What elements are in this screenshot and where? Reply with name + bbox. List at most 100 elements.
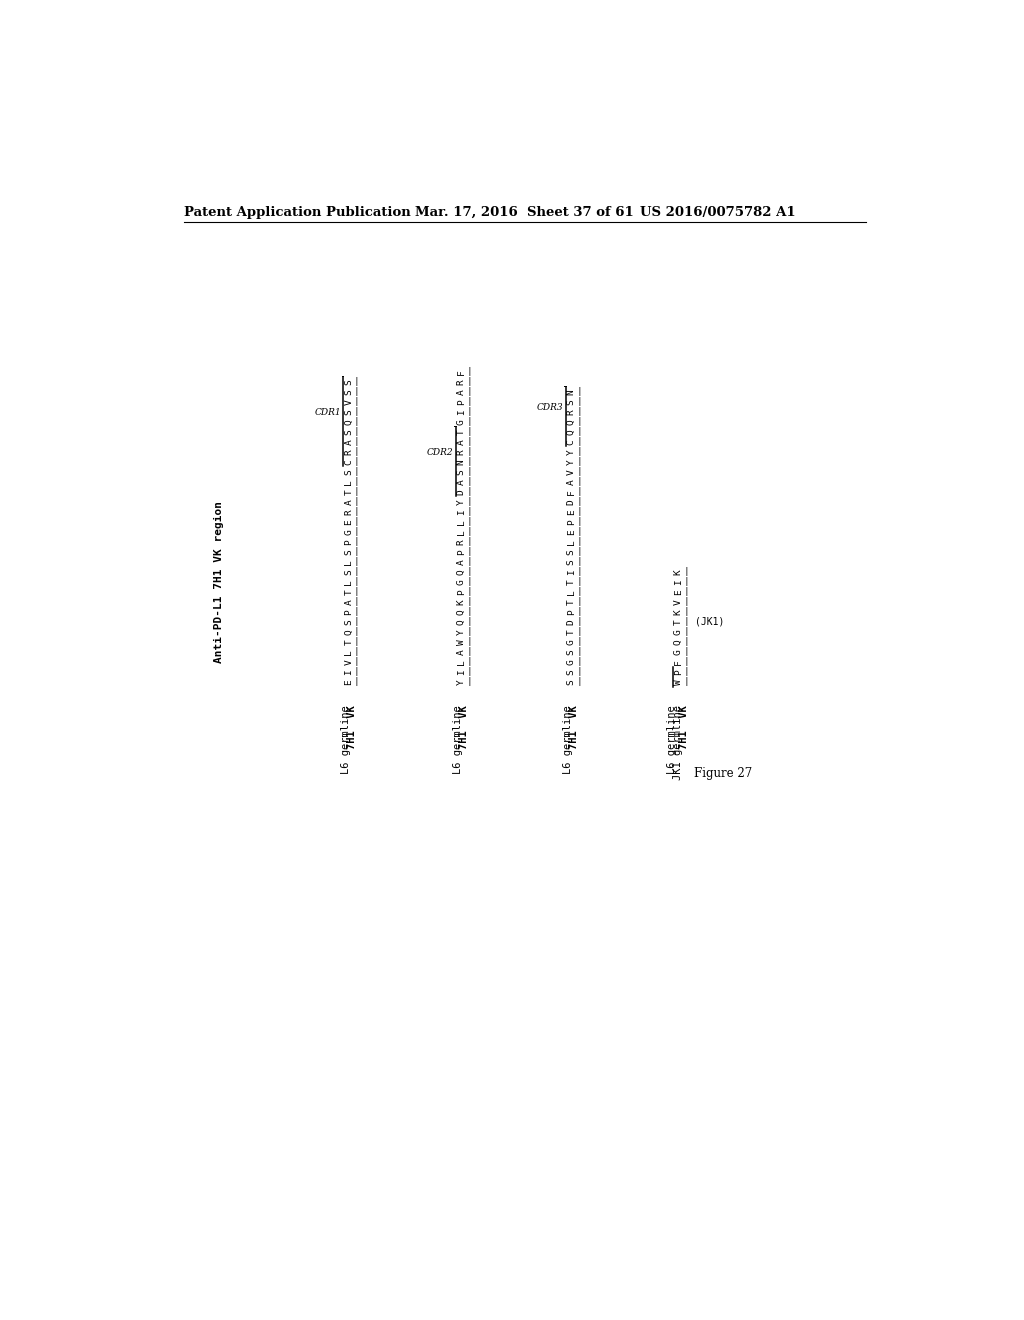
- Text: |: |: [577, 677, 582, 686]
- Text: P: P: [344, 539, 353, 545]
- Text: 7H1  VK: 7H1 VK: [460, 705, 469, 748]
- Text: E: E: [344, 519, 353, 525]
- Text: N: N: [567, 389, 575, 395]
- Text: |: |: [466, 417, 472, 426]
- Text: |: |: [577, 467, 582, 477]
- Text: P: P: [567, 519, 575, 525]
- Text: L6 germline: L6 germline: [454, 705, 463, 774]
- Text: |: |: [466, 587, 472, 597]
- Text: |: |: [683, 607, 689, 616]
- Text: L: L: [344, 579, 353, 585]
- Text: R: R: [457, 379, 466, 384]
- Text: Anti-PD-L1 7H1 VK region: Anti-PD-L1 7H1 VK region: [214, 500, 224, 663]
- Text: |: |: [577, 587, 582, 597]
- Text: |: |: [577, 457, 582, 466]
- Text: L6 germline: L6 germline: [341, 705, 351, 774]
- Text: |: |: [466, 618, 472, 627]
- Text: |: |: [353, 447, 359, 457]
- Text: |: |: [577, 577, 582, 586]
- Text: |: |: [466, 428, 472, 436]
- Text: |: |: [353, 478, 359, 486]
- Text: |: |: [466, 528, 472, 536]
- Text: |: |: [353, 507, 359, 516]
- Text: R: R: [457, 539, 466, 545]
- Text: |: |: [466, 447, 472, 457]
- Text: |: |: [466, 668, 472, 676]
- Text: |: |: [577, 507, 582, 516]
- Text: Patent Application Publication: Patent Application Publication: [183, 206, 411, 219]
- Text: V: V: [674, 599, 683, 605]
- Text: |: |: [683, 568, 689, 577]
- Text: |: |: [353, 577, 359, 586]
- Text: CDR2: CDR2: [427, 449, 454, 457]
- Text: E: E: [567, 529, 575, 535]
- Text: |: |: [466, 517, 472, 527]
- Text: |: |: [353, 517, 359, 527]
- Text: T: T: [344, 488, 353, 495]
- Text: L: L: [344, 649, 353, 655]
- Text: Q: Q: [567, 429, 575, 434]
- Text: |: |: [353, 557, 359, 566]
- Text: I: I: [567, 569, 575, 574]
- Text: E: E: [344, 678, 353, 685]
- Text: |: |: [466, 648, 472, 656]
- Text: T: T: [457, 429, 466, 434]
- Text: 7H1  VK: 7H1 VK: [569, 705, 580, 748]
- Text: |: |: [466, 657, 472, 667]
- Text: S: S: [567, 558, 575, 565]
- Text: |: |: [466, 457, 472, 466]
- Text: |: |: [466, 408, 472, 416]
- Text: |: |: [353, 417, 359, 426]
- Text: |: |: [353, 437, 359, 446]
- Text: |: |: [577, 447, 582, 457]
- Text: |: |: [353, 548, 359, 556]
- Text: Y: Y: [457, 499, 466, 504]
- Text: R: R: [457, 449, 466, 454]
- Text: |: |: [577, 598, 582, 606]
- Text: G: G: [674, 649, 683, 655]
- Text: |: |: [353, 638, 359, 647]
- Text: P: P: [457, 399, 466, 405]
- Text: |: |: [466, 577, 472, 586]
- Text: |: |: [577, 428, 582, 436]
- Text: |: |: [577, 607, 582, 616]
- Text: G: G: [567, 639, 575, 645]
- Text: A: A: [457, 558, 466, 565]
- Text: F: F: [457, 368, 466, 375]
- Text: S: S: [457, 469, 466, 475]
- Text: P: P: [457, 589, 466, 595]
- Text: |: |: [466, 568, 472, 577]
- Text: P: P: [344, 609, 353, 615]
- Text: P: P: [457, 549, 466, 554]
- Text: |: |: [577, 487, 582, 496]
- Text: N: N: [457, 459, 466, 465]
- Text: D: D: [457, 488, 466, 495]
- Text: |: |: [466, 367, 472, 376]
- Text: |: |: [466, 598, 472, 606]
- Text: |: |: [577, 638, 582, 647]
- Text: G: G: [457, 579, 466, 585]
- Text: Q: Q: [457, 569, 466, 574]
- Text: R: R: [344, 449, 353, 454]
- Text: V: V: [567, 469, 575, 475]
- Text: |: |: [353, 387, 359, 396]
- Text: |: |: [577, 648, 582, 656]
- Text: K: K: [457, 599, 466, 605]
- Text: |: |: [466, 627, 472, 636]
- Text: F: F: [674, 659, 683, 665]
- Text: |: |: [353, 528, 359, 536]
- Text: |: |: [466, 677, 472, 686]
- Text: T: T: [344, 639, 353, 645]
- Text: T: T: [567, 579, 575, 585]
- Text: |: |: [353, 677, 359, 686]
- Text: K: K: [674, 609, 683, 615]
- Text: |: |: [353, 618, 359, 627]
- Text: L: L: [457, 529, 466, 535]
- Text: |: |: [466, 387, 472, 396]
- Text: |: |: [353, 607, 359, 616]
- Text: W: W: [457, 639, 466, 645]
- Text: (JK1): (JK1): [695, 616, 725, 627]
- Text: I: I: [457, 409, 466, 414]
- Text: |: |: [683, 648, 689, 656]
- Text: |: |: [466, 397, 472, 407]
